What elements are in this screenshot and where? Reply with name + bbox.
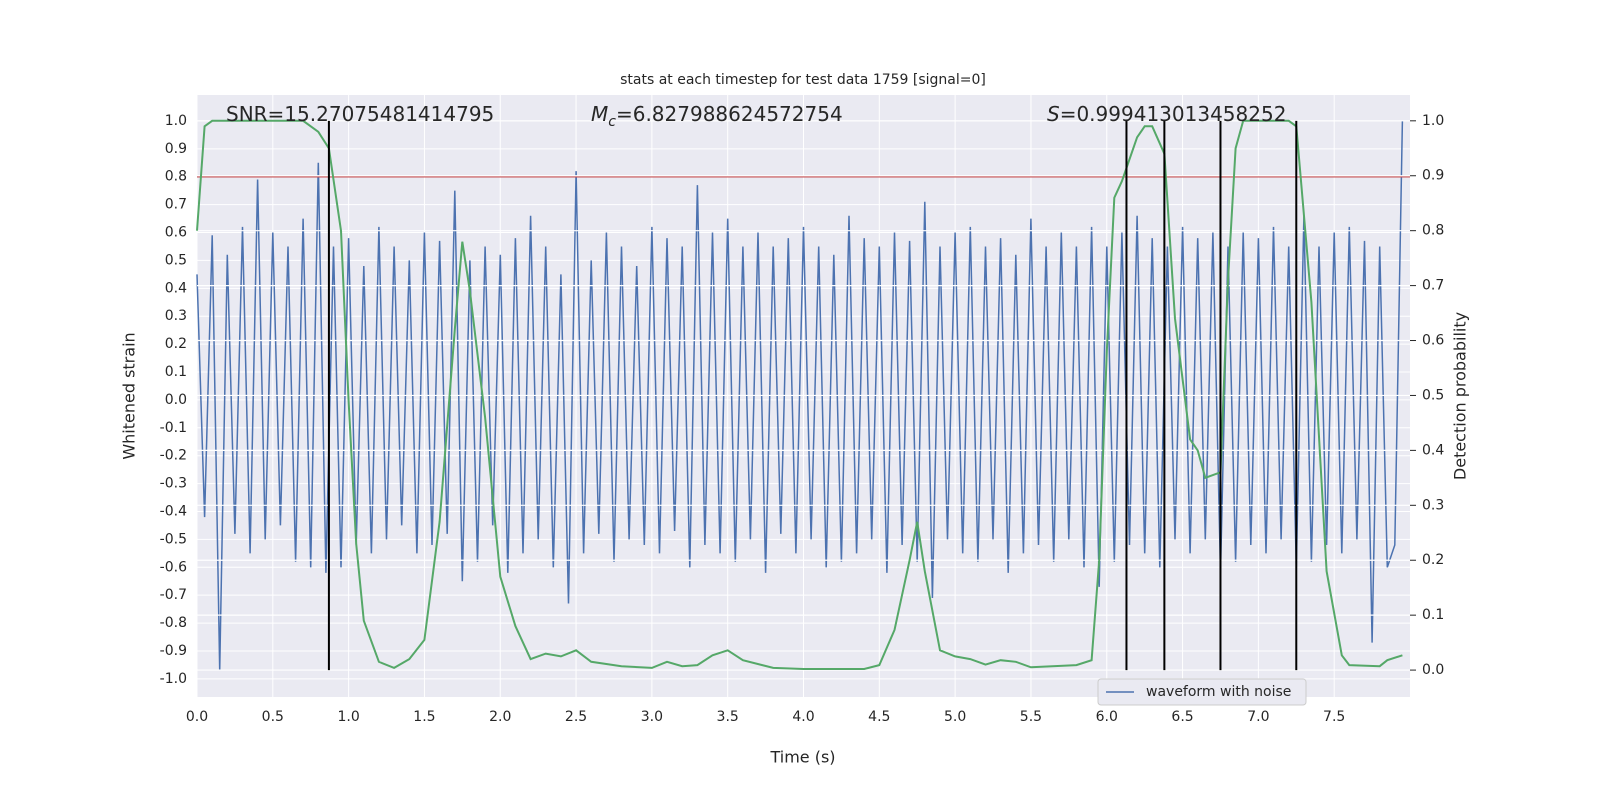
y-tick-label: -0.5 [160,531,187,547]
y-tick-label: -0.3 [160,476,187,492]
annotation: SNR=15.27075481414795 [226,102,494,126]
y-tick-label: 0.1 [165,364,187,380]
annotation-text: =6.827988624572754 [616,102,843,126]
x-tick-label: 2.5 [565,709,587,725]
y-tick-label: -0.4 [160,503,187,519]
annotation-symbol: M [591,102,608,126]
y2-tick-label: 0.8 [1422,223,1444,239]
legend-label: waveform with noise [1146,684,1291,700]
y2-tick-label: 0.1 [1422,607,1444,623]
x-tick-label: 5.5 [1020,709,1042,725]
y-tick-label: -0.6 [160,559,187,575]
y2-tick-label: 0.0 [1422,662,1444,678]
x-tick-label: 7.0 [1247,709,1269,725]
annotation: S=0.999413013458252 [1047,102,1286,126]
waveform-line [196,120,1404,671]
y-tick-label: 0.3 [165,308,187,324]
y2-tick-label: 0.2 [1422,552,1444,568]
probability-line [196,119,1403,670]
x-tick-label: 3.5 [717,709,739,725]
annotation-subscript: c [608,114,616,130]
x-tick-label: 4.0 [792,709,814,725]
y-tick-label: 0.2 [165,336,187,352]
y-tick-label: -0.1 [160,420,187,436]
annotation: Mc=6.827988624572754 [591,102,843,130]
x-tick-label: 3.0 [641,709,663,725]
y-tick-label: 1.0 [165,113,187,129]
y-tick-label: -0.9 [160,643,187,659]
y-tick-label: 0.8 [165,169,187,185]
x-tick-label: 0.0 [186,709,208,725]
x-tick-label: 1.0 [337,709,359,725]
x-tick-label: 2.0 [489,709,511,725]
x-tick-label: 7.5 [1323,709,1345,725]
y-tick-label: 0.6 [165,225,187,241]
legend-box [1097,678,1307,706]
y2-tick-label: 0.6 [1422,333,1444,349]
x-axis-label: Time (s) [769,748,835,767]
y2-axis-label: Detection probability [1451,312,1470,480]
y-tick-label: -0.2 [160,448,187,464]
y-tick-label: 0.0 [165,392,187,408]
y2-tick-label: 0.7 [1422,278,1444,294]
x-tick-label: 4.5 [868,709,890,725]
y2-tick-label: 1.0 [1422,113,1444,129]
y2-tick-label: 0.5 [1422,387,1444,403]
y2-tick-label: 0.3 [1422,497,1444,513]
annotation-text: SNR=15.27075481414795 [226,102,494,126]
y-tick-label: -0.7 [160,587,187,603]
y-tick-label: -1.0 [160,671,187,687]
x-tick-label: 5.0 [944,709,966,725]
y-axis-label: Whitened strain [120,332,139,459]
x-tick-label: 6.0 [1096,709,1118,725]
y-tick-label: 0.5 [165,252,187,268]
x-tick-label: 1.5 [413,709,435,725]
y-tick-label: 0.9 [165,141,187,157]
x-tick-label: 0.5 [262,709,284,725]
y-tick-label: 0.7 [165,197,187,213]
chart-title: stats at each timestep for test data 175… [620,72,986,88]
x-tick-label: 6.5 [1171,709,1193,725]
y-tick-label: 0.4 [165,280,187,296]
y-tick-label: -0.8 [160,615,187,631]
y2-tick-label: 0.9 [1422,168,1444,184]
annotation-text: =0.999413013458252 [1060,102,1287,126]
annotation-symbol: S [1047,102,1060,126]
y2-tick-label: 0.4 [1422,442,1444,458]
